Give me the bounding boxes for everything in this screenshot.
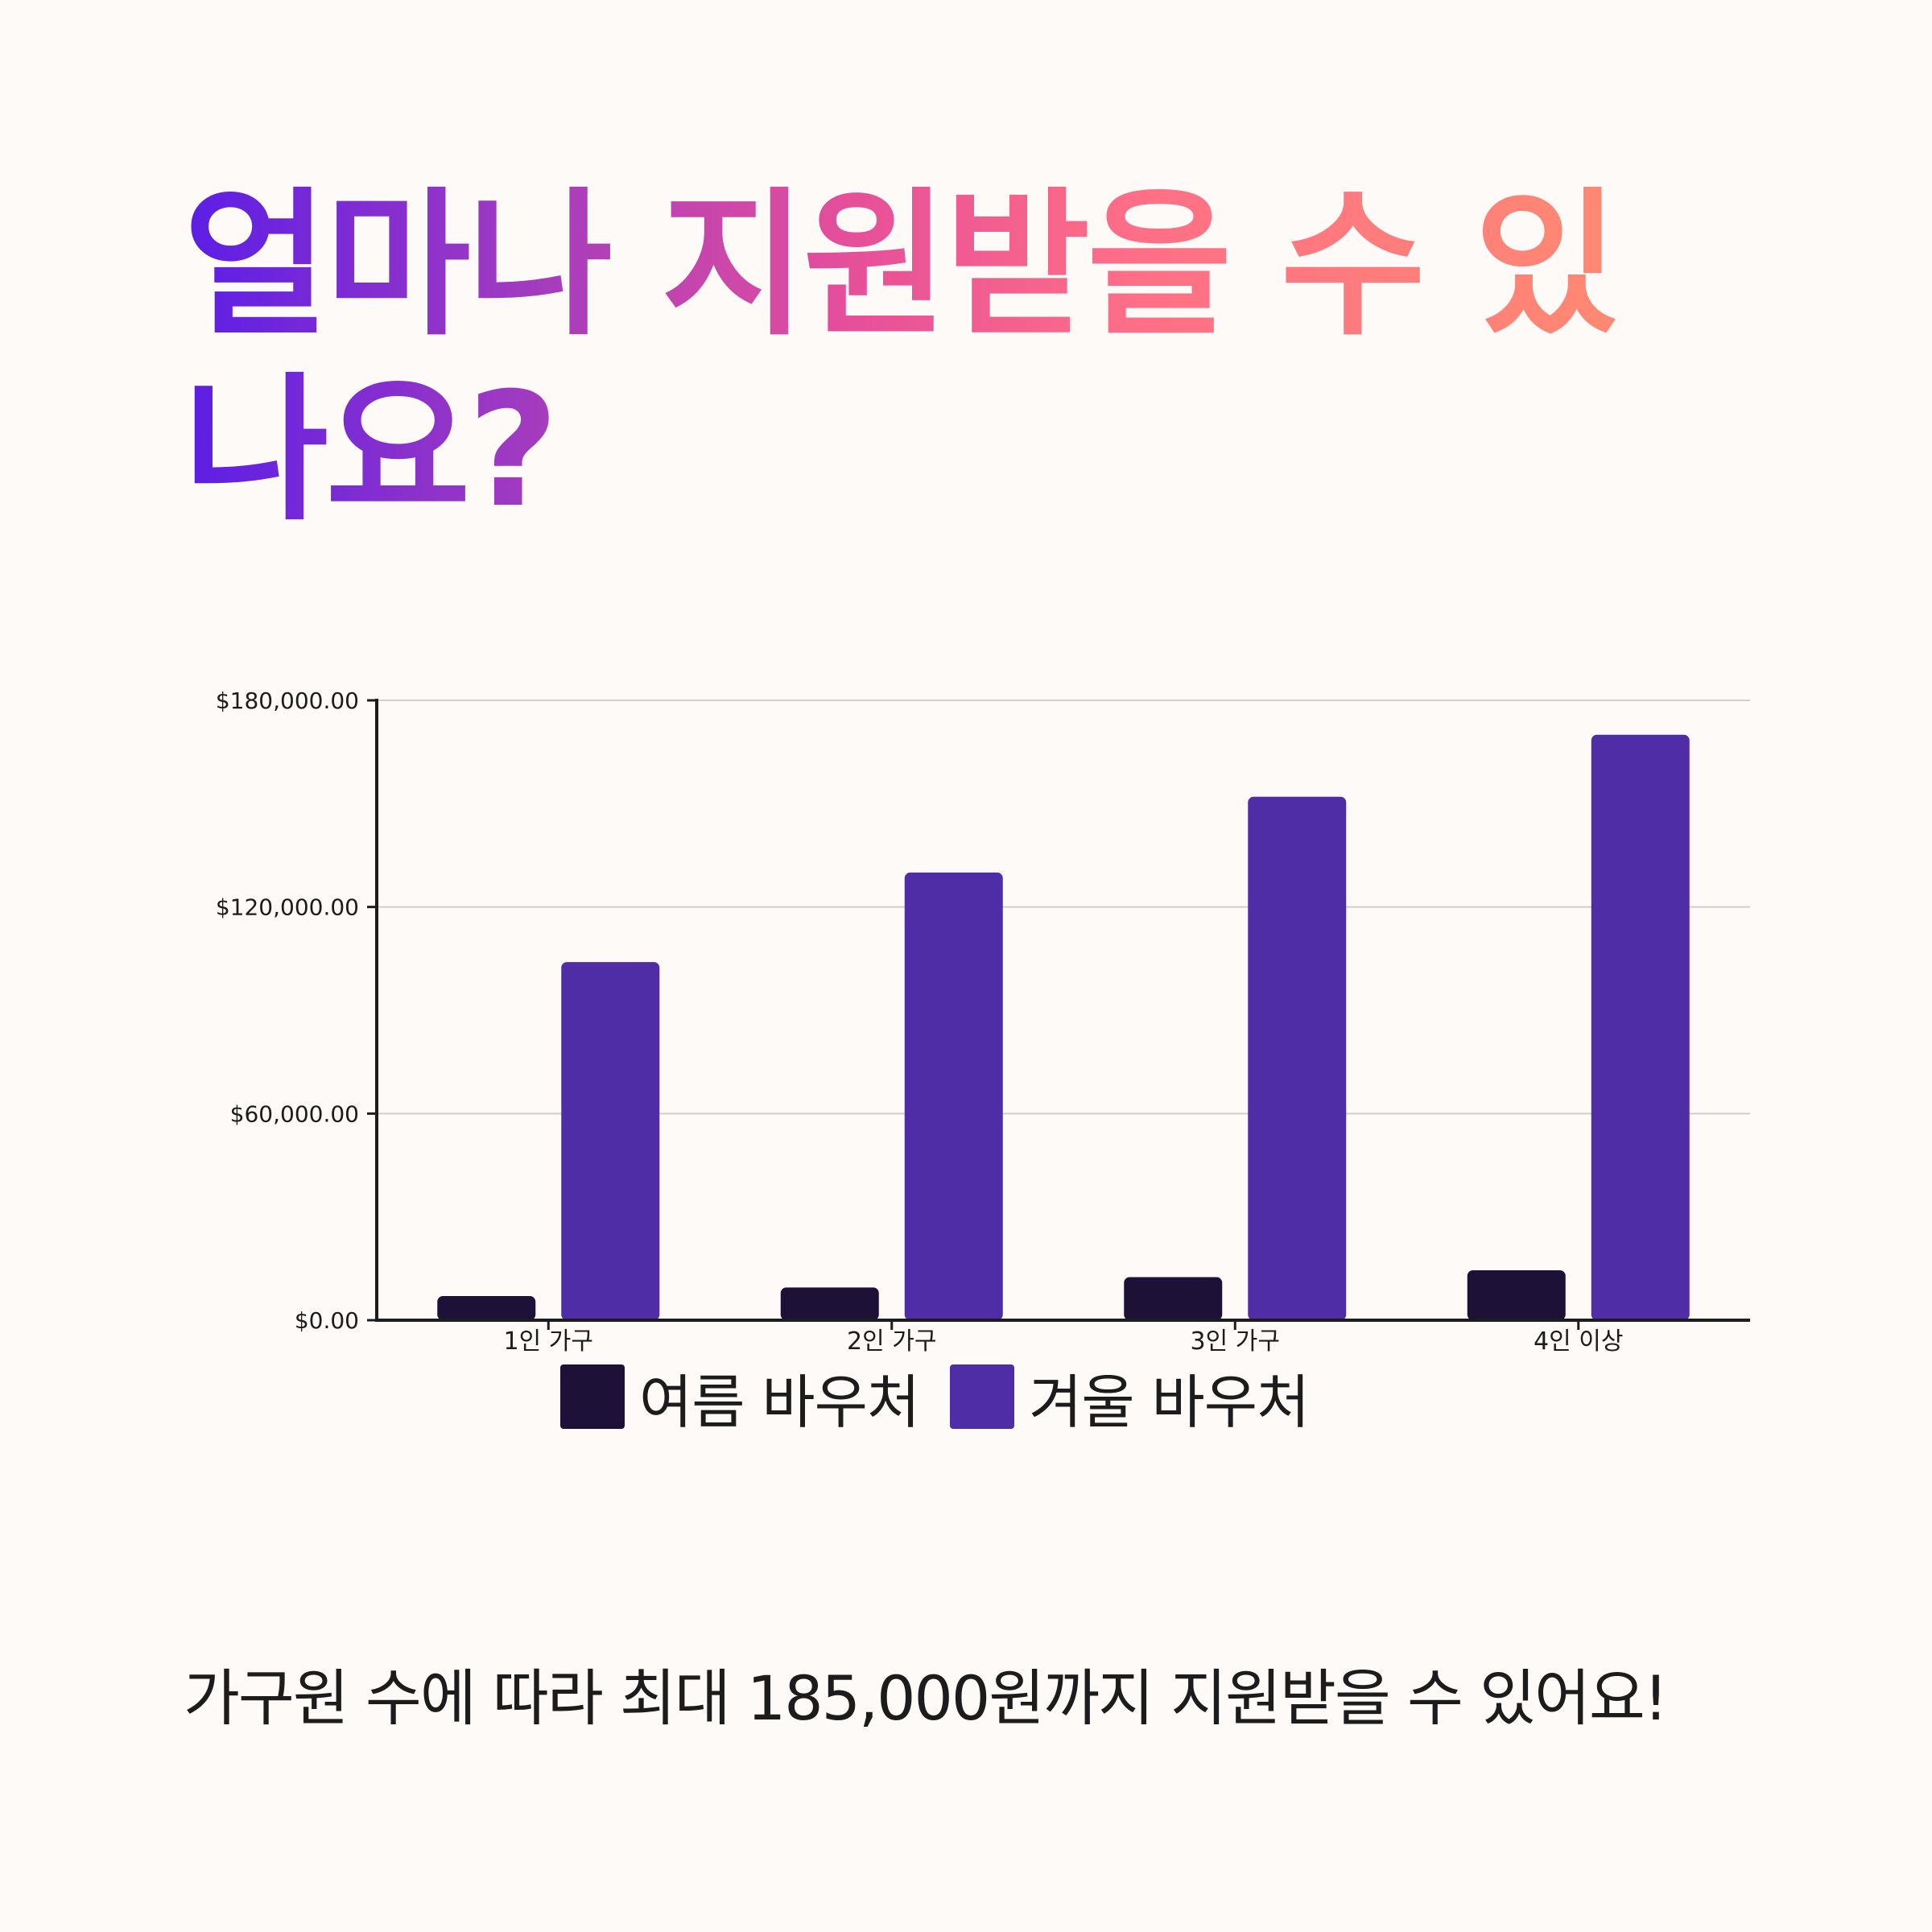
bar-winter-1 (561, 962, 660, 1320)
bar-winter-4 (1591, 734, 1690, 1320)
x-tick-label: 3인 가구 (1191, 1327, 1280, 1356)
bar-winter-3 (1248, 796, 1347, 1320)
legend-item-summer: 여름 바우처 (560, 1355, 920, 1439)
chart-bars (437, 734, 1690, 1320)
y-tick-label: $60,000.00 (230, 1100, 359, 1127)
legend-swatch-winter (950, 1364, 1015, 1429)
y-axis-ticks: $0.00 $60,000.00 $120,000.00 $180,000.00 (216, 687, 377, 1334)
legend-label-summer: 여름 바우처 (639, 1368, 920, 1436)
bar-summer-2 (780, 1287, 879, 1320)
bar-chart: $0.00 $60,000.00 $120,000.00 $180,000.00 1인… (216, 687, 1750, 1356)
chart-legend: 여름 바우처 겨울 바우처 (560, 1360, 1340, 1436)
y-tick-label: $120,000.00 (216, 894, 359, 921)
legend-item-winter: 겨울 바우처 (950, 1355, 1310, 1439)
y-tick-label: $180,000.00 (216, 687, 359, 714)
bar-summer-3 (1124, 1277, 1223, 1320)
x-tick-label: 4인 이상 (1534, 1327, 1623, 1356)
y-tick-label: $0.00 (295, 1307, 359, 1334)
x-tick-label: 2인 가구 (847, 1327, 936, 1356)
bar-winter-2 (904, 872, 1003, 1320)
x-tick-label: 1인 가구 (504, 1327, 593, 1356)
x-axis-ticks: 1인 가구 2인 가구 3인 가구 4인 이상 (504, 1320, 1623, 1356)
bar-summer-1 (437, 1296, 536, 1320)
bar-summer-4 (1467, 1269, 1566, 1320)
footer-text: 가구원 수에 따라 최대 185,000원까지 지원받을 수 있어요! (184, 1662, 1668, 1734)
legend-label-winter: 겨울 바우처 (1029, 1368, 1310, 1436)
page-title: 얼마나 지원받을 수 있나요? (184, 173, 1633, 543)
legend-swatch-summer (560, 1364, 625, 1429)
